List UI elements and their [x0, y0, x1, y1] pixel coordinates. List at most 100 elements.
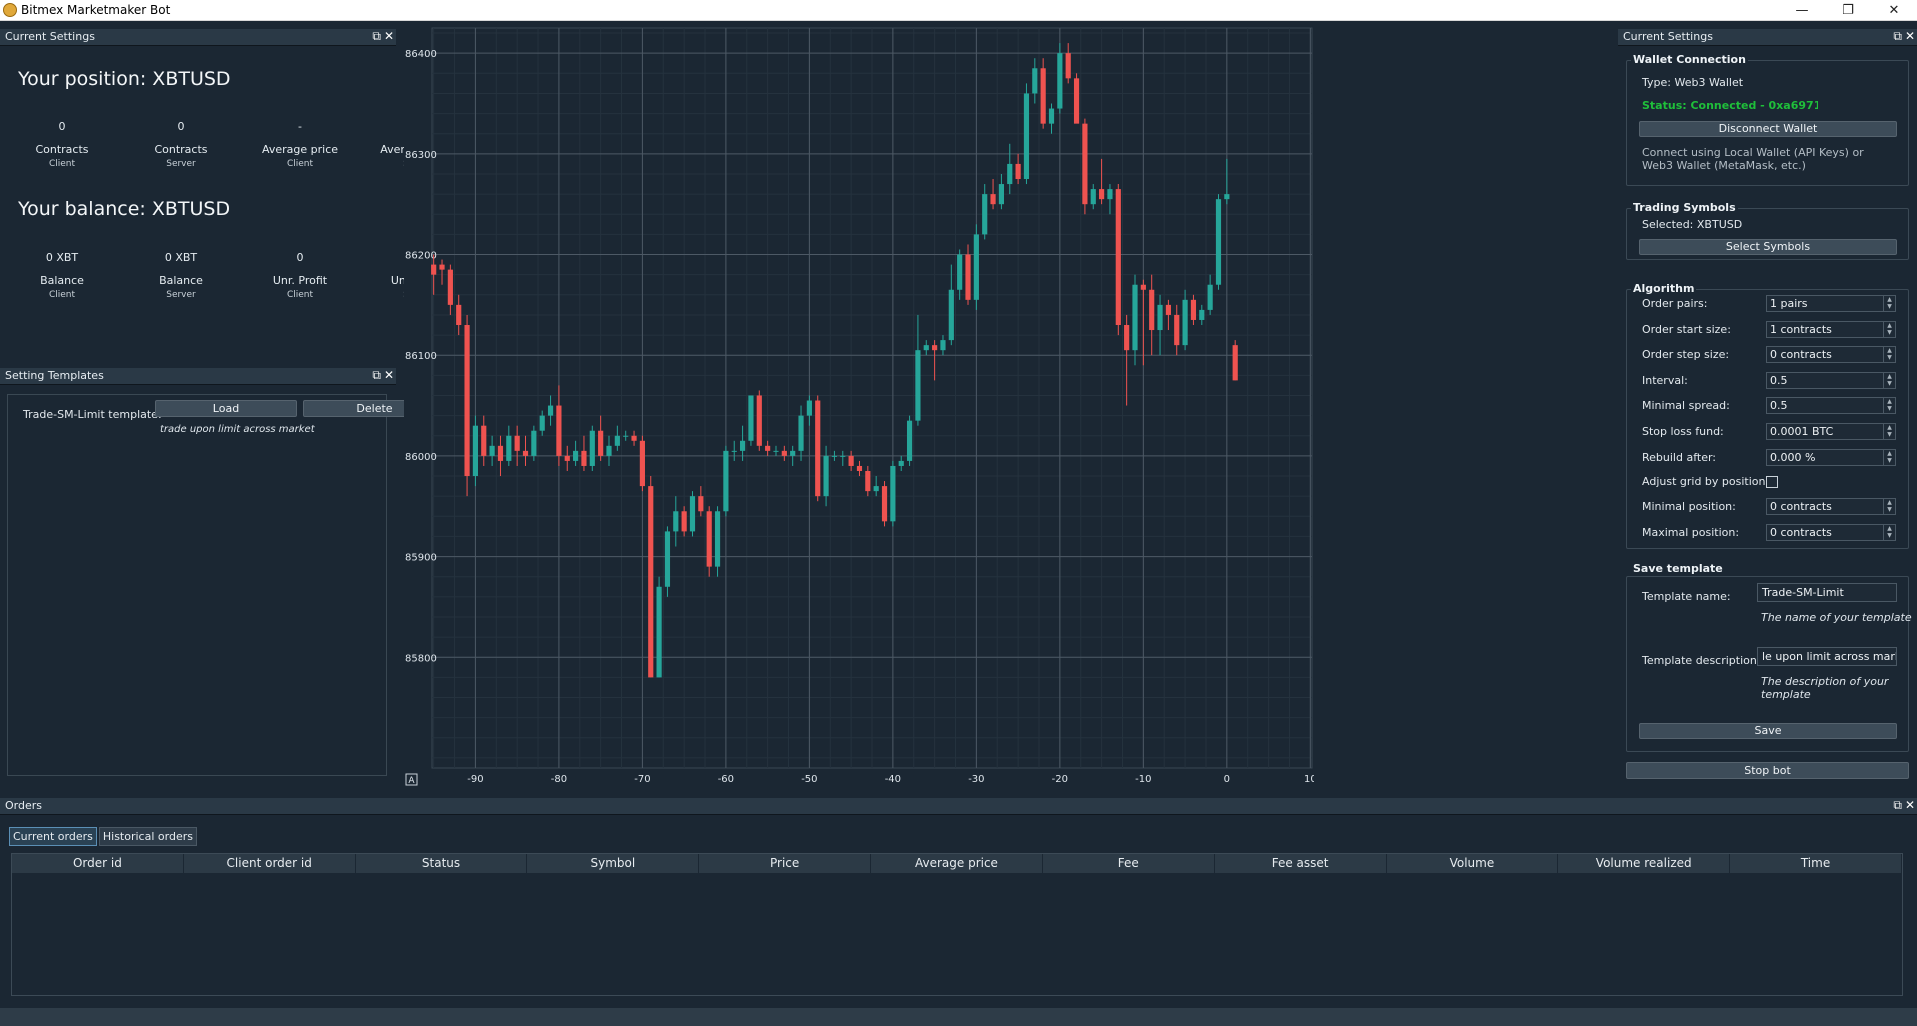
bear-candle: [631, 435, 637, 441]
algorithm-field-spinbox[interactable]: 0.5 ▲ ▼: [1766, 397, 1896, 415]
stat-value: 0: [58, 120, 66, 133]
spinbox-arrows-icon[interactable]: ▲ ▼: [1883, 398, 1895, 414]
bear-candle: [514, 435, 520, 451]
spinbox-arrows-icon[interactable]: ▲ ▼: [1883, 499, 1895, 514]
close-icon[interactable]: ✕: [383, 29, 394, 43]
stat-value: 0 XBT: [164, 251, 198, 264]
save-template-button[interactable]: Save: [1639, 723, 1897, 739]
column-header[interactable]: Price: [699, 854, 872, 873]
float-icon[interactable]: ⧉: [1893, 29, 1902, 43]
column-header[interactable]: Fee asset: [1215, 854, 1387, 873]
bull-candle: [1048, 108, 1055, 124]
bull-candle: [1007, 163, 1013, 185]
close-window-button[interactable]: ✕: [1888, 2, 1900, 18]
tab-current-orders[interactable]: Current orders: [9, 827, 97, 846]
spinbox-arrows-icon[interactable]: ▲ ▼: [1883, 525, 1895, 540]
bull-candle: [539, 415, 545, 431]
template-name-input[interactable]: Trade-SM-Limit: [1757, 583, 1897, 602]
close-icon[interactable]: ✕: [1904, 798, 1915, 812]
algorithm-field-spinbox[interactable]: 1 pairs ▲ ▼: [1766, 295, 1896, 312]
column-header[interactable]: Client order id: [184, 854, 356, 873]
bear-candle: [1140, 284, 1146, 290]
column-header[interactable]: Time: [1730, 854, 1902, 873]
spinbox-value: 1 pairs: [1770, 297, 1808, 310]
candlestick-chart[interactable]: -90 -80 -70 -60 -50 -40 -30 -20 -10 0 10 85800 85900…: [404, 26, 1314, 790]
adjust-grid-label: Adjust grid by position:: [1642, 475, 1770, 488]
algorithm-field-spinbox[interactable]: 0 contracts ▲ ▼: [1766, 524, 1896, 541]
column-header[interactable]: Order id: [12, 854, 184, 873]
disconnect-wallet-button[interactable]: Disconnect Wallet: [1639, 121, 1897, 137]
spinbox-arrows-icon[interactable]: ▲ ▼: [1883, 296, 1895, 311]
column-header[interactable]: Average price: [871, 854, 1043, 873]
spinbox-value: 0 contracts: [1770, 526, 1832, 539]
price-chart[interactable]: -90 -80 -70 -60 -50 -40 -30 -20 -10 0 10 85800 85900…: [404, 26, 1314, 790]
bear-candle: [848, 455, 854, 466]
bear-candle: [1124, 325, 1130, 351]
float-icon[interactable]: ⧉: [1893, 798, 1902, 812]
templates-panel: Setting Templates ⧉ ✕ Trade-SM-Limit tem…: [0, 368, 470, 782]
algorithm-field-spinbox[interactable]: 0.000 % ▲ ▼: [1766, 448, 1896, 466]
y-tick-label: 86100: [405, 351, 437, 362]
spinbox-arrows-icon[interactable]: ▲ ▼: [1883, 449, 1895, 465]
spinbox-arrows-icon[interactable]: ▲ ▼: [1883, 347, 1895, 363]
bull-candle: [773, 450, 779, 452]
x-tick-label: -40: [885, 774, 901, 785]
column-header[interactable]: Symbol: [527, 854, 700, 873]
select-symbols-button[interactable]: Select Symbols: [1639, 239, 1897, 255]
right-settings-title: Current Settings: [1623, 30, 1713, 43]
bull-candle: [1107, 189, 1113, 200]
spinbox-arrows-icon[interactable]: ▲ ▼: [1883, 372, 1895, 388]
float-icon[interactable]: ⧉: [372, 29, 381, 43]
wallet-type: Type: Web3 Wallet: [1642, 76, 1744, 89]
orders-panel-header: Orders ⧉ ✕: [0, 798, 1917, 815]
column-header[interactable]: Volume realized: [1558, 854, 1731, 873]
close-icon[interactable]: ✕: [1904, 29, 1915, 43]
spinbox-arrows-icon[interactable]: ▲ ▼: [1883, 321, 1895, 337]
bull-candle: [673, 511, 679, 532]
maximize-button[interactable]: ❐: [1842, 2, 1854, 18]
algorithm-field-spinbox[interactable]: 0.0001 BTC ▲ ▼: [1766, 423, 1896, 440]
bull-candle: [1057, 53, 1063, 109]
save-template-group: [1626, 576, 1909, 752]
algorithm-field-label: Maximal position:: [1642, 526, 1740, 539]
balance-stat: 0 XBT Balance Server: [131, 251, 231, 300]
bull-candle: [1090, 189, 1096, 205]
algorithm-field-spinbox[interactable]: 1 contracts ▲ ▼: [1766, 320, 1896, 338]
adjust-grid-checkbox[interactable]: [1766, 476, 1778, 488]
tab-historical-orders[interactable]: Historical orders: [98, 827, 197, 846]
stop-bot-button[interactable]: Stop bot: [1626, 762, 1909, 779]
algorithm-field-spinbox[interactable]: 0 contracts ▲ ▼: [1766, 346, 1896, 364]
y-tick-label: 85900: [405, 553, 437, 564]
bear-candle: [781, 450, 787, 456]
position-title: Your position: XBTUSD: [18, 68, 231, 90]
column-header[interactable]: Volume: [1387, 854, 1559, 873]
app-logo-icon: [3, 3, 17, 17]
wallet-group-title: Wallet Connection: [1631, 53, 1748, 66]
balance-stat: 0 Unr. Profit Client: [250, 251, 350, 300]
float-icon[interactable]: ⧉: [372, 368, 381, 382]
algorithm-field-spinbox[interactable]: 0.5 ▲ ▼: [1766, 371, 1896, 389]
algorithm-field-label: Minimal spread:: [1642, 399, 1730, 413]
close-icon[interactable]: ✕: [383, 368, 394, 382]
bear-candle: [881, 486, 888, 522]
column-header[interactable]: Fee: [1043, 854, 1215, 873]
algorithm-field-label: Order pairs:: [1642, 297, 1708, 310]
minimize-button[interactable]: —: [1795, 2, 1809, 18]
spinbox-arrows-icon[interactable]: ▲ ▼: [1883, 424, 1895, 439]
algorithm-field-label: Minimal position:: [1642, 500, 1736, 513]
bull-candle: [923, 345, 929, 351]
x-tick-label: -10: [1135, 774, 1151, 785]
bull-candle: [982, 194, 988, 235]
bull-candle: [623, 435, 629, 437]
algorithm-field-label: Order step size:: [1642, 348, 1730, 362]
y-tick-label: 86300: [405, 150, 437, 161]
algorithm-field-spinbox[interactable]: 0 contracts ▲ ▼: [1766, 498, 1896, 515]
x-tick-label: -20: [1052, 774, 1068, 785]
template-description-input[interactable]: le upon limit across market: [1757, 647, 1897, 666]
load-template-button[interactable]: Load: [155, 400, 297, 417]
stat-label: Contracts: [35, 143, 89, 156]
bull-candle: [873, 486, 879, 492]
bull-candle: [589, 430, 595, 466]
template-name-hint: The name of your template: [1761, 611, 1912, 624]
column-header[interactable]: Status: [356, 854, 528, 873]
